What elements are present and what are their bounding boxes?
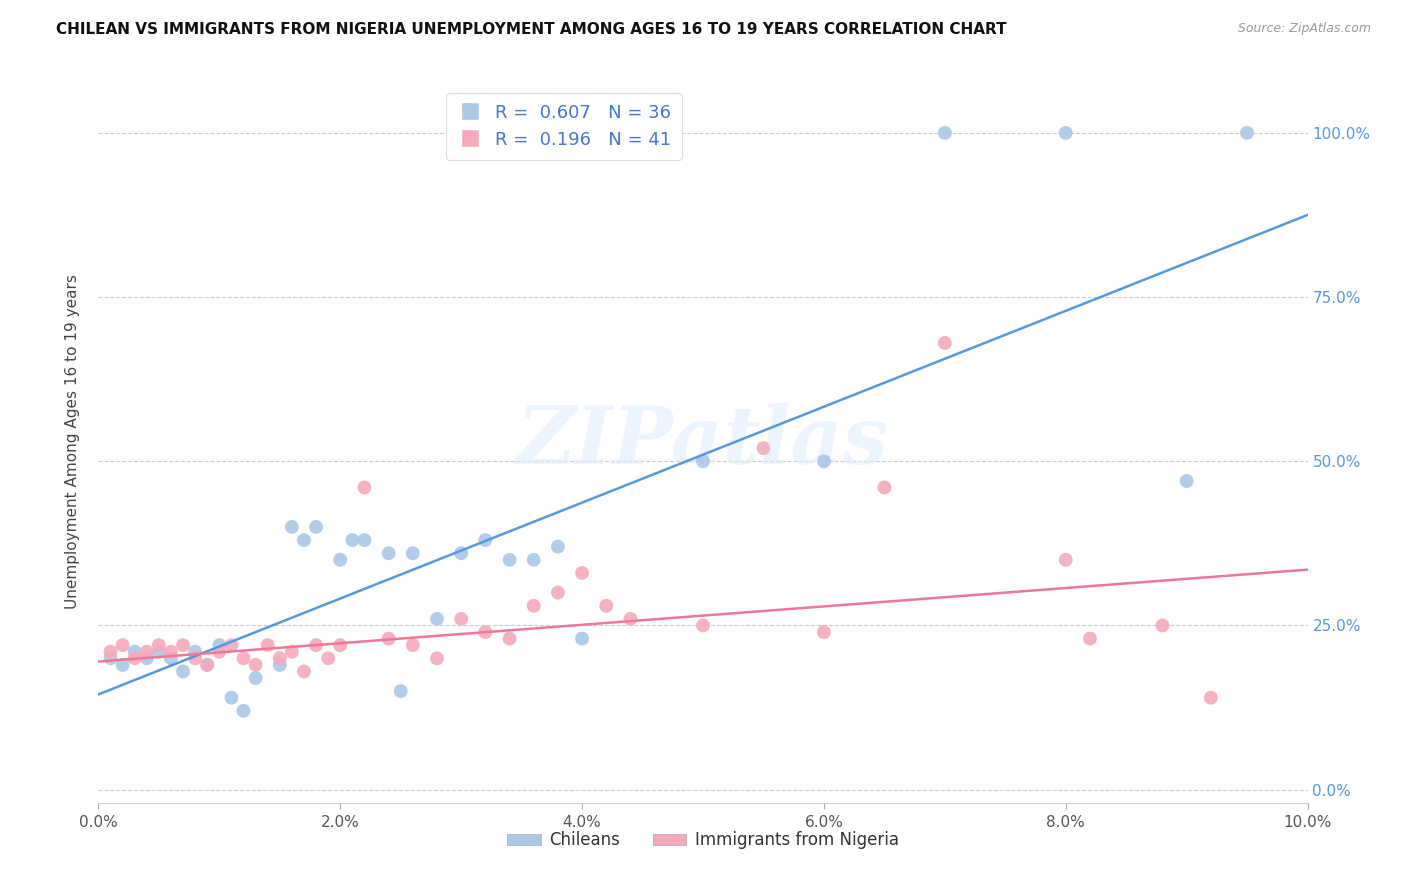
Point [329, 638, 352, 652]
Point [571, 566, 593, 580]
Point [221, 690, 243, 705]
Point [450, 546, 472, 560]
Point [752, 441, 775, 455]
Point [934, 336, 956, 351]
Point [377, 632, 399, 646]
Point [474, 533, 496, 547]
Point [184, 645, 207, 659]
Point [172, 665, 194, 679]
Point [148, 645, 170, 659]
Point [498, 553, 520, 567]
Point [1152, 618, 1174, 632]
Point [389, 684, 412, 698]
Text: ZIPatlas: ZIPatlas [517, 403, 889, 480]
Point [245, 657, 267, 672]
Point [547, 585, 569, 599]
Point [124, 651, 146, 665]
Point [1175, 474, 1198, 488]
Point [498, 632, 520, 646]
Point [873, 481, 896, 495]
Point [1199, 690, 1222, 705]
Point [474, 625, 496, 640]
Point [148, 638, 170, 652]
Point [208, 638, 231, 652]
Point [316, 651, 339, 665]
Point [245, 671, 267, 685]
Point [256, 638, 278, 652]
Point [232, 704, 254, 718]
Legend: Chileans, Immigrants from Nigeria: Chileans, Immigrants from Nigeria [501, 824, 905, 856]
Point [353, 533, 375, 547]
Point [100, 645, 122, 659]
Point [813, 454, 835, 468]
Point [195, 657, 218, 672]
Point [160, 651, 183, 665]
Point [269, 657, 291, 672]
Point [232, 651, 254, 665]
Point [692, 454, 714, 468]
Point [1078, 632, 1101, 646]
Point [305, 638, 328, 652]
Point [813, 625, 835, 640]
Point [523, 599, 546, 613]
Point [692, 618, 714, 632]
Point [111, 657, 134, 672]
Point [1054, 126, 1077, 140]
Point [135, 651, 157, 665]
Point [377, 546, 399, 560]
Point [402, 638, 425, 652]
Point [111, 638, 134, 652]
Point [124, 645, 146, 659]
Text: Source: ZipAtlas.com: Source: ZipAtlas.com [1237, 22, 1371, 36]
Point [281, 520, 304, 534]
Point [329, 553, 352, 567]
Point [342, 533, 364, 547]
Point [1236, 126, 1258, 140]
Point [595, 599, 617, 613]
Point [208, 645, 231, 659]
Point [547, 540, 569, 554]
Point [402, 546, 425, 560]
Point [184, 651, 207, 665]
Point [305, 520, 328, 534]
Point [353, 481, 375, 495]
Point [426, 651, 449, 665]
Point [221, 638, 243, 652]
Point [292, 533, 315, 547]
Point [426, 612, 449, 626]
Point [195, 657, 218, 672]
Point [934, 126, 956, 140]
Point [135, 645, 157, 659]
Point [172, 638, 194, 652]
Point [450, 612, 472, 626]
Point [160, 645, 183, 659]
Point [1054, 553, 1077, 567]
Point [523, 553, 546, 567]
Point [269, 651, 291, 665]
Point [281, 645, 304, 659]
Point [619, 612, 641, 626]
Point [100, 651, 122, 665]
Y-axis label: Unemployment Among Ages 16 to 19 years: Unemployment Among Ages 16 to 19 years [65, 274, 80, 609]
Point [292, 665, 315, 679]
Text: CHILEAN VS IMMIGRANTS FROM NIGERIA UNEMPLOYMENT AMONG AGES 16 TO 19 YEARS CORREL: CHILEAN VS IMMIGRANTS FROM NIGERIA UNEMP… [56, 22, 1007, 37]
Point [571, 632, 593, 646]
